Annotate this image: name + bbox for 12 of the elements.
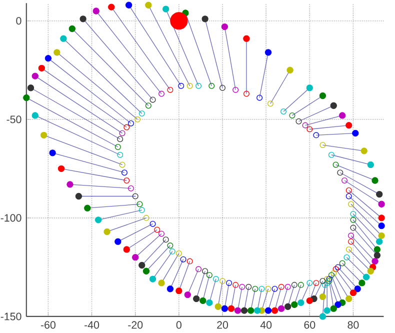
x-tick-label: 0 [176, 321, 182, 329]
x-tick-label: -60 [40, 321, 56, 329]
y-tick-label: -100 [0, 214, 22, 222]
y-tick-label: -150 [0, 312, 22, 320]
x-tick-label: 80 [348, 321, 359, 329]
y-tick-label: -50 [6, 116, 22, 124]
x-tick-label: 60 [304, 321, 316, 329]
x-tick-label: 40 [260, 321, 272, 329]
x-tick-label: 20 [217, 321, 228, 329]
x-tick-label: -40 [84, 321, 100, 329]
x-tick-label: -20 [128, 321, 143, 329]
y-tick-label: 0 [16, 17, 22, 25]
